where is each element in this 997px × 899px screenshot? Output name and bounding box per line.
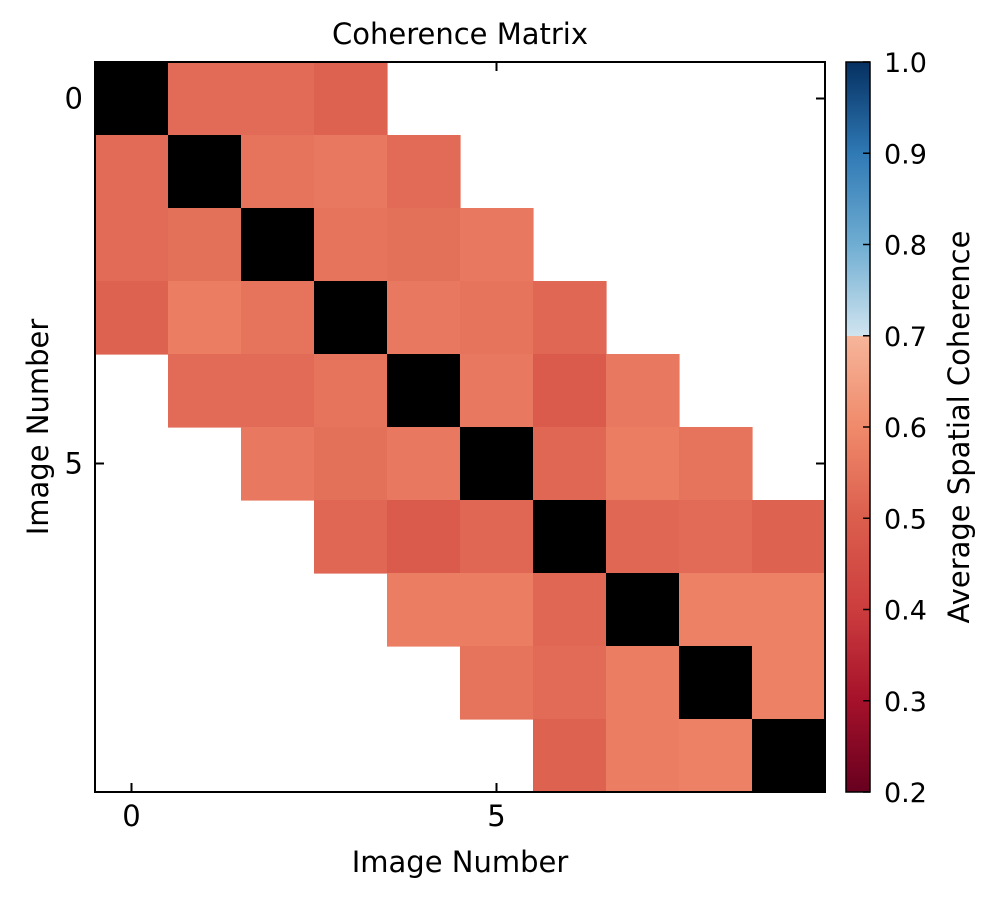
y-axis-label: Image Number xyxy=(21,319,55,536)
heatmap-cell xyxy=(606,500,680,574)
diagonal-cell xyxy=(460,427,534,501)
heatmap-cell xyxy=(606,427,680,501)
colorbar-label: Average Spatial Coherence xyxy=(942,231,976,624)
heatmap-cell xyxy=(533,646,607,720)
heatmap-cell xyxy=(752,646,826,720)
x-tick-label: 0 xyxy=(122,799,140,833)
y-tick-label: 0 xyxy=(65,82,83,116)
heatmap-cell xyxy=(95,281,169,355)
heatmap-cell xyxy=(679,427,753,501)
colorbar-tick-label: 0.5 xyxy=(884,504,927,535)
colorbar-tick-label: 0.8 xyxy=(884,231,927,262)
heatmap-cell xyxy=(679,573,753,647)
heatmap-cell xyxy=(679,719,753,793)
heatmap-cell xyxy=(460,573,534,647)
heatmap-cell xyxy=(460,500,534,574)
heatmap-cell xyxy=(606,719,680,793)
colorbar-tick-label: 0.4 xyxy=(884,596,927,627)
heatmap-cell xyxy=(95,135,169,209)
heatmap-cell xyxy=(168,62,242,136)
heatmap-cell xyxy=(387,573,461,647)
heatmap-cell xyxy=(533,427,607,501)
heatmap-cell xyxy=(752,573,826,647)
x-tick-label: 5 xyxy=(487,799,505,833)
heatmap-cells xyxy=(95,62,826,793)
colorbar-tick-label: 0.6 xyxy=(884,413,927,444)
heatmap-cell xyxy=(387,281,461,355)
diagonal-cell xyxy=(95,62,169,136)
heatmap-cell xyxy=(387,135,461,209)
heatmap-cell xyxy=(460,646,534,720)
diagonal-cell xyxy=(241,208,315,282)
heatmap-cell xyxy=(314,427,388,501)
heatmap-cell xyxy=(460,354,534,428)
diagonal-cell xyxy=(168,135,242,209)
heatmap-cell xyxy=(387,208,461,282)
x-axis-label: Image Number xyxy=(352,845,569,879)
heatmap-cell xyxy=(314,62,388,136)
heatmap-cell xyxy=(168,281,242,355)
diagonal-cell xyxy=(752,719,826,793)
heatmap-cell xyxy=(241,354,315,428)
diagonal-cell xyxy=(387,354,461,428)
heatmap-cell xyxy=(314,500,388,574)
heatmap-cell xyxy=(533,281,607,355)
heatmap-cell xyxy=(168,208,242,282)
diagonal-cell xyxy=(606,573,680,647)
diagonal-cell xyxy=(679,646,753,720)
heatmap-cell xyxy=(752,500,826,574)
heatmap-cell xyxy=(679,500,753,574)
colorbar-tick-label: 0.9 xyxy=(884,139,927,170)
heatmap-cell xyxy=(533,573,607,647)
heatmap-cell xyxy=(533,354,607,428)
colorbar-tick-label: 0.3 xyxy=(884,687,927,718)
colorbar-ticks: 0.2 0.3 0.4 0.5 0.6 0.7 0.8 0.9 1.0 xyxy=(863,48,927,809)
heatmap-cell xyxy=(606,646,680,720)
heatmap-cell xyxy=(241,281,315,355)
heatmap-cell xyxy=(95,208,169,282)
colorbar-tick-label: 1.0 xyxy=(884,48,927,79)
heatmap-cell xyxy=(533,719,607,793)
heatmap-cell xyxy=(387,500,461,574)
heatmap-cell xyxy=(241,135,315,209)
heatmap-cell xyxy=(241,62,315,136)
y-tick-label: 5 xyxy=(65,447,83,481)
heatmap-cell xyxy=(606,354,680,428)
chart-title: Coherence Matrix xyxy=(332,17,588,51)
axis-ticks: 0 5 0 5 xyxy=(65,62,825,833)
diagonal-cell xyxy=(314,281,388,355)
plot-frame xyxy=(94,61,826,793)
heatmap-cell xyxy=(460,281,534,355)
heatmap-cell xyxy=(314,135,388,209)
heatmap-cell xyxy=(387,427,461,501)
heatmap-cell xyxy=(168,354,242,428)
diagonal-cell xyxy=(533,500,607,574)
colorbar-tick-label: 0.2 xyxy=(884,778,927,809)
heatmap-cell xyxy=(241,427,315,501)
heatmap-cell xyxy=(314,208,388,282)
heatmap-cell xyxy=(314,354,388,428)
colorbar-tick-label: 0.7 xyxy=(884,322,927,353)
heatmap-cell xyxy=(460,208,534,282)
